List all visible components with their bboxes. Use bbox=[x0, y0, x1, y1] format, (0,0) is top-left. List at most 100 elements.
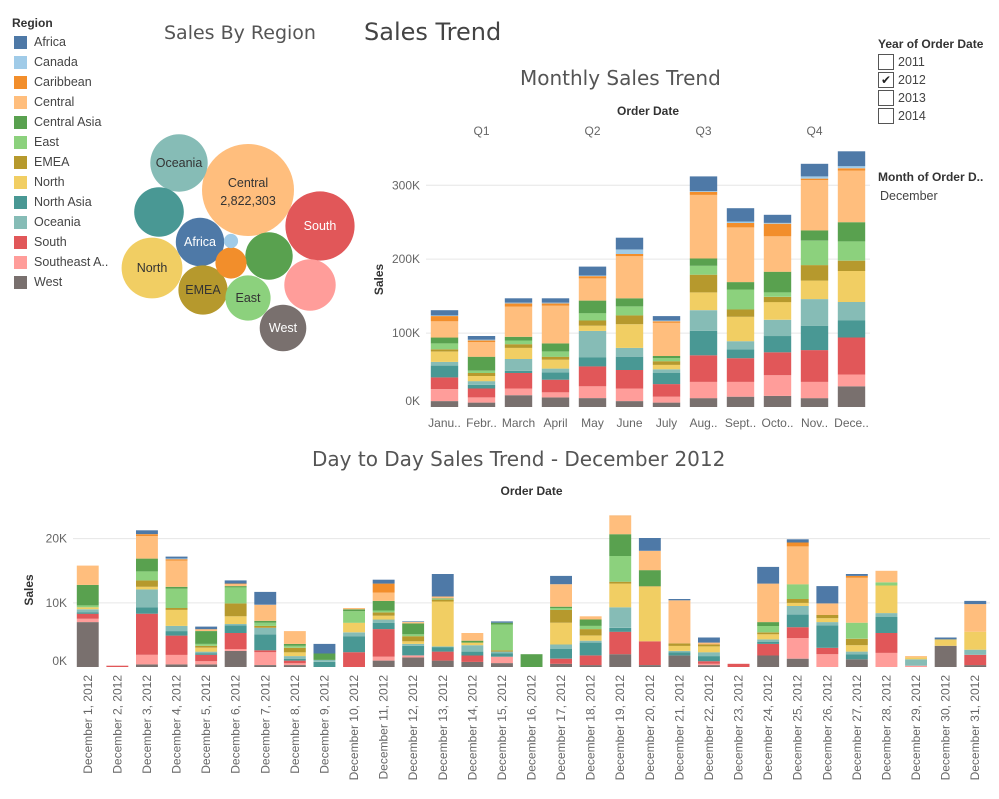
bar-segment-south[interactable] bbox=[726, 358, 755, 382]
bar-segment-south[interactable] bbox=[652, 384, 681, 397]
bar-segment-north[interactable] bbox=[652, 364, 681, 370]
bar-segment-emea[interactable] bbox=[491, 650, 513, 652]
bar-segment-emea[interactable] bbox=[283, 647, 306, 653]
bar-segment-oceania[interactable] bbox=[467, 381, 496, 385]
bar-december-1-2012[interactable] bbox=[76, 565, 99, 667]
bar-segment-emea[interactable] bbox=[757, 632, 780, 635]
bubble-central[interactable] bbox=[202, 144, 294, 236]
bar-segment-south[interactable] bbox=[195, 654, 218, 662]
bar-segment-north[interactable] bbox=[550, 622, 572, 645]
bar-segment-south[interactable] bbox=[698, 661, 720, 664]
bar-segment-central[interactable] bbox=[578, 278, 607, 301]
bar-segment-east[interactable] bbox=[615, 306, 644, 316]
year-checkbox-2014[interactable] bbox=[878, 108, 894, 124]
legend-item-southeast-a[interactable]: Southeast A.. bbox=[14, 254, 108, 270]
bar-segment-canada[interactable] bbox=[430, 315, 459, 316]
bar-segment-africa[interactable] bbox=[615, 237, 644, 250]
bar-aug[interactable] bbox=[689, 176, 718, 407]
legend-item-east[interactable]: East bbox=[14, 134, 59, 150]
bar-segment-emea[interactable] bbox=[698, 644, 720, 647]
bar-segment-west[interactable] bbox=[934, 645, 957, 667]
bar-segment-north-asia[interactable] bbox=[283, 658, 306, 661]
bar-segment-east[interactable] bbox=[652, 358, 681, 362]
bar-segment-oceania[interactable] bbox=[964, 649, 987, 655]
bubble-emea[interactable] bbox=[178, 265, 228, 315]
bar-segment-central[interactable] bbox=[579, 616, 602, 620]
bar-segment-oceania[interactable] bbox=[698, 652, 720, 657]
bar-segment-east[interactable] bbox=[609, 556, 632, 582]
bar-segment-north[interactable] bbox=[934, 639, 957, 646]
bar-segment-southeast-a[interactable] bbox=[165, 654, 188, 665]
bar-segment-north-asia[interactable] bbox=[757, 642, 780, 644]
year-checkbox-2013[interactable] bbox=[878, 90, 894, 106]
bubble-oceania[interactable] bbox=[150, 134, 208, 192]
bar-segment-caribbean[interactable] bbox=[786, 542, 809, 547]
bar-segment-north[interactable] bbox=[786, 602, 809, 606]
legend-item-central-asia[interactable]: Central Asia bbox=[14, 114, 101, 130]
bar-segment-canada[interactable] bbox=[689, 191, 718, 192]
bar-segment-oceania[interactable] bbox=[609, 607, 632, 628]
bar-segment-oceania[interactable] bbox=[372, 619, 395, 623]
bar-segment-africa[interactable] bbox=[698, 637, 720, 643]
bar-segment-west[interactable] bbox=[431, 660, 454, 667]
bar-segment-north[interactable] bbox=[541, 359, 570, 369]
bar-segment-oceania[interactable] bbox=[726, 341, 755, 350]
year-option-2012[interactable]: ✔ 2012 bbox=[878, 71, 926, 89]
bar-segment-southeast-a[interactable] bbox=[283, 663, 306, 665]
bar-segment-east[interactable] bbox=[875, 582, 898, 586]
bubble-southeast-a[interactable] bbox=[284, 259, 336, 311]
bar-segment-oceania[interactable] bbox=[668, 651, 691, 653]
bar-segment-north-asia[interactable] bbox=[875, 617, 898, 633]
bar-segment-west[interactable] bbox=[402, 657, 425, 667]
bar-segment-east[interactable] bbox=[504, 340, 533, 345]
bar-segment-oceania[interactable] bbox=[800, 299, 829, 326]
bar-segment-north-asia[interactable] bbox=[816, 625, 839, 648]
bubble-caribbean[interactable] bbox=[215, 247, 247, 279]
legend-item-central[interactable]: Central bbox=[14, 94, 74, 110]
bar-segment-africa[interactable] bbox=[837, 151, 866, 167]
bar-segment-east[interactable] bbox=[579, 625, 602, 630]
legend-item-west[interactable]: West bbox=[14, 274, 62, 290]
bar-segment-oceania[interactable] bbox=[837, 302, 866, 321]
bar-segment-east[interactable] bbox=[224, 587, 247, 604]
bar-segment-central[interactable] bbox=[136, 536, 158, 559]
bar-segment-central[interactable] bbox=[816, 603, 839, 616]
bar-segment-north[interactable] bbox=[726, 316, 755, 342]
bar-segment-africa[interactable] bbox=[491, 621, 513, 623]
bar-segment-africa[interactable] bbox=[689, 176, 718, 192]
bar-segment-oceania[interactable] bbox=[905, 659, 927, 666]
bar-segment-canada[interactable] bbox=[652, 320, 681, 322]
bar-dece[interactable] bbox=[837, 151, 866, 407]
bar-segment-north[interactable] bbox=[224, 616, 247, 624]
bar-segment-central-asia[interactable] bbox=[520, 654, 543, 667]
bar-segment-north-asia[interactable] bbox=[402, 645, 425, 656]
bar-segment-africa[interactable] bbox=[845, 574, 868, 576]
bar-segment-west[interactable] bbox=[541, 397, 570, 407]
bar-segment-africa[interactable] bbox=[195, 626, 218, 630]
bar-december-12-2012[interactable] bbox=[402, 621, 425, 667]
bar-segment-north[interactable] bbox=[698, 646, 720, 653]
bar-segment-emea[interactable] bbox=[638, 586, 661, 587]
bar-segment-central-asia[interactable] bbox=[652, 356, 681, 359]
bar-segment-emea[interactable] bbox=[254, 625, 277, 628]
bar-segment-central[interactable] bbox=[652, 322, 681, 356]
bar-segment-emea[interactable] bbox=[430, 349, 459, 352]
bar-segment-central[interactable] bbox=[964, 604, 987, 632]
legend-item-canada[interactable]: Canada bbox=[14, 54, 78, 70]
bar-segment-north-asia[interactable] bbox=[845, 654, 868, 660]
bar-segment-north[interactable] bbox=[195, 647, 218, 652]
bar-segment-west[interactable] bbox=[757, 655, 780, 668]
bar-segment-africa[interactable] bbox=[313, 643, 336, 654]
bar-segment-east[interactable] bbox=[431, 599, 454, 600]
year-option-2014[interactable]: 2014 bbox=[878, 107, 926, 125]
bar-segment-north[interactable] bbox=[431, 601, 454, 647]
bar-segment-canada[interactable] bbox=[504, 302, 533, 304]
bar-segment-north[interactable] bbox=[668, 645, 691, 651]
bar-segment-north[interactable] bbox=[504, 347, 533, 359]
bar-segment-north-asia[interactable] bbox=[689, 330, 718, 356]
bar-segment-west[interactable] bbox=[491, 663, 513, 667]
bar-segment-africa[interactable] bbox=[165, 556, 188, 559]
bar-segment-south[interactable] bbox=[283, 660, 306, 664]
bar-segment-caribbean[interactable] bbox=[165, 559, 188, 561]
bar-segment-north-asia[interactable] bbox=[578, 357, 607, 367]
